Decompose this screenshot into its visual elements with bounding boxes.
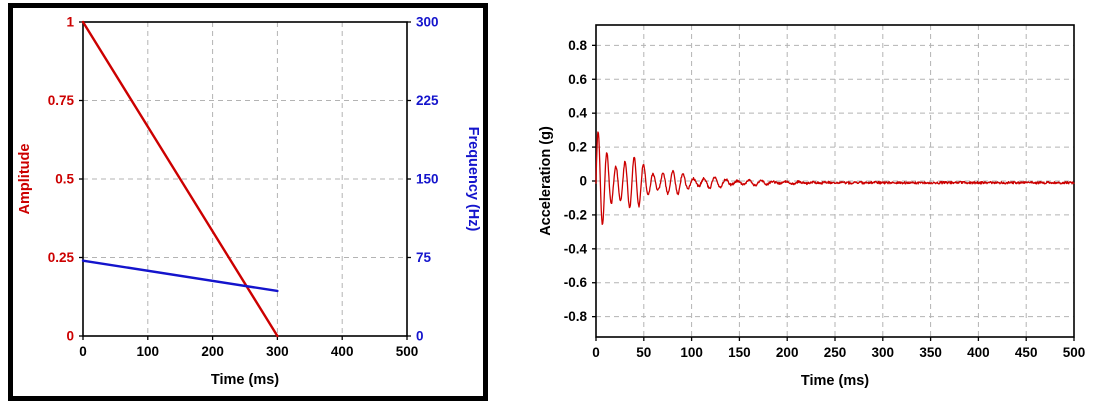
series-acceleration-signal [595,131,1075,225]
y-tick-label: 0.6 [568,72,587,87]
series-amplitude-ramp [81,20,279,338]
y-tick-label: 0.2 [568,140,587,155]
x-axis-title: Time (ms) [211,372,279,388]
acceleration-response-chart: 0 50 100 150 200 250 300 350 400 450 500 -0.8 -0.6 -0… [538,24,1086,389]
x-tick-label: 150 [728,345,751,360]
sweep-profile-chart: 0 100 200 300 400 50000.250.50.751Amplitude07… [17,15,481,389]
y-tick-label: 150 [416,172,439,187]
x-tick-label: 200 [776,345,799,360]
y-tick-label: 0.8 [568,38,587,53]
x-axis-title: Time (ms) [801,373,869,389]
x-tick-label: 450 [1015,345,1038,360]
y-tick-label: -0.6 [564,275,588,290]
left-axis-title: Amplitude [17,144,33,215]
x-tick-label: 350 [919,345,942,360]
y-tick-label: 0.75 [48,93,75,108]
y-tick-label: 0.4 [568,106,587,121]
y-tick-label: 0.25 [48,250,75,265]
x-tick-label: 200 [201,344,224,359]
acceleration-response-panel: 0 50 100 150 200 250 300 350 400 450 500 -0.8 -0.6 -0… [534,7,1090,399]
x-tick-label: 0 [592,345,600,360]
y-tick-label: -0.8 [564,309,588,324]
x-tick-label: 0 [79,344,87,359]
y-tick-label: 0 [66,329,74,344]
x-tick-label: 100 [137,344,160,359]
y-tick-label: 75 [416,250,432,265]
x-tick-label: 400 [967,345,990,360]
y-tick-label: -0.4 [564,241,588,256]
right-axis-title: Frequency (Hz) [465,127,481,232]
x-tick-label: 100 [680,345,703,360]
left-axis-title: Acceleration (g) [538,126,554,236]
x-tick-label: 300 [266,344,289,359]
y-tick-label: 300 [416,15,439,30]
x-tick-label: 250 [824,345,847,360]
y-tick-label: 1 [66,15,74,30]
x-tick-label: 400 [331,344,354,359]
x-tick-label: 500 [396,344,419,359]
y-tick-label: 0.5 [55,172,74,187]
y-tick-label: 0 [416,329,424,344]
y-tick-label: -0.2 [564,207,587,222]
x-tick-label: 50 [636,345,651,360]
sweep-profile-panel: 0 100 200 300 400 500 0 0.25 0.5 0.75 1 Amplitude 0 7… [8,3,488,401]
y-tick-label: 0 [579,174,587,189]
series-frequency-sweep [81,259,279,293]
x-tick-label: 300 [872,345,895,360]
x-tick-label: 500 [1063,345,1086,360]
y-tick-label: 225 [416,93,439,108]
